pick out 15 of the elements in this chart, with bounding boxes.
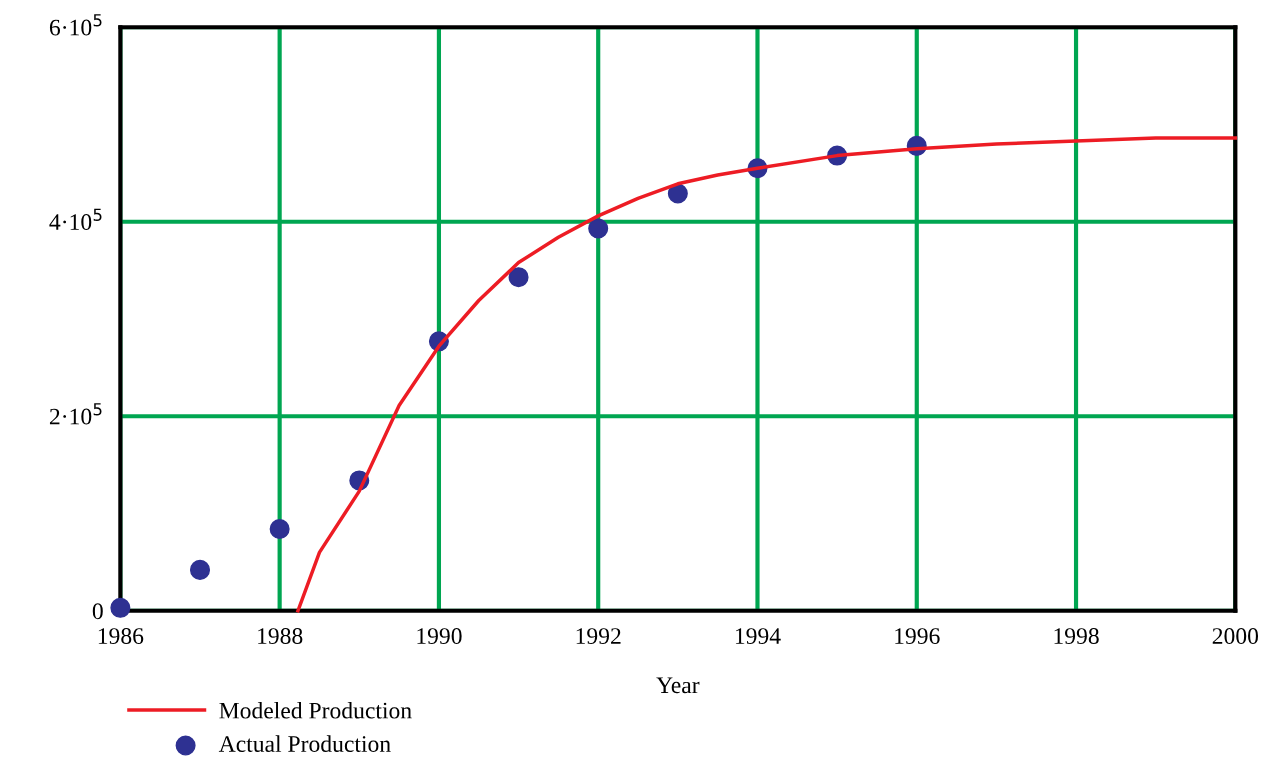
x-tick-label: 1988	[258, 628, 303, 645]
y-tick-label: 6·10$^{5}$	[49, 14, 102, 36]
y-tick-label: 4·10$^{5}$	[49, 208, 102, 231]
legend-label: Actual Production	[218, 735, 391, 752]
x-tick-label: 1992	[576, 628, 621, 645]
x-tick-label: 1996	[895, 628, 940, 645]
x-tick-label: 1990	[417, 628, 462, 645]
legend-label: Modeled Production	[219, 701, 412, 719]
x-tick-label: 1994	[735, 628, 781, 645]
x-axis-title: Year	[656, 677, 700, 694]
x-tick-label: 1986	[98, 628, 144, 645]
y-tick-label: 2·10$^{5}$	[49, 403, 102, 425]
x-tick-label: 2000	[1212, 628, 1259, 645]
y-tick-label: 0	[92, 603, 103, 620]
x-tick-label: 1998	[1054, 628, 1099, 645]
